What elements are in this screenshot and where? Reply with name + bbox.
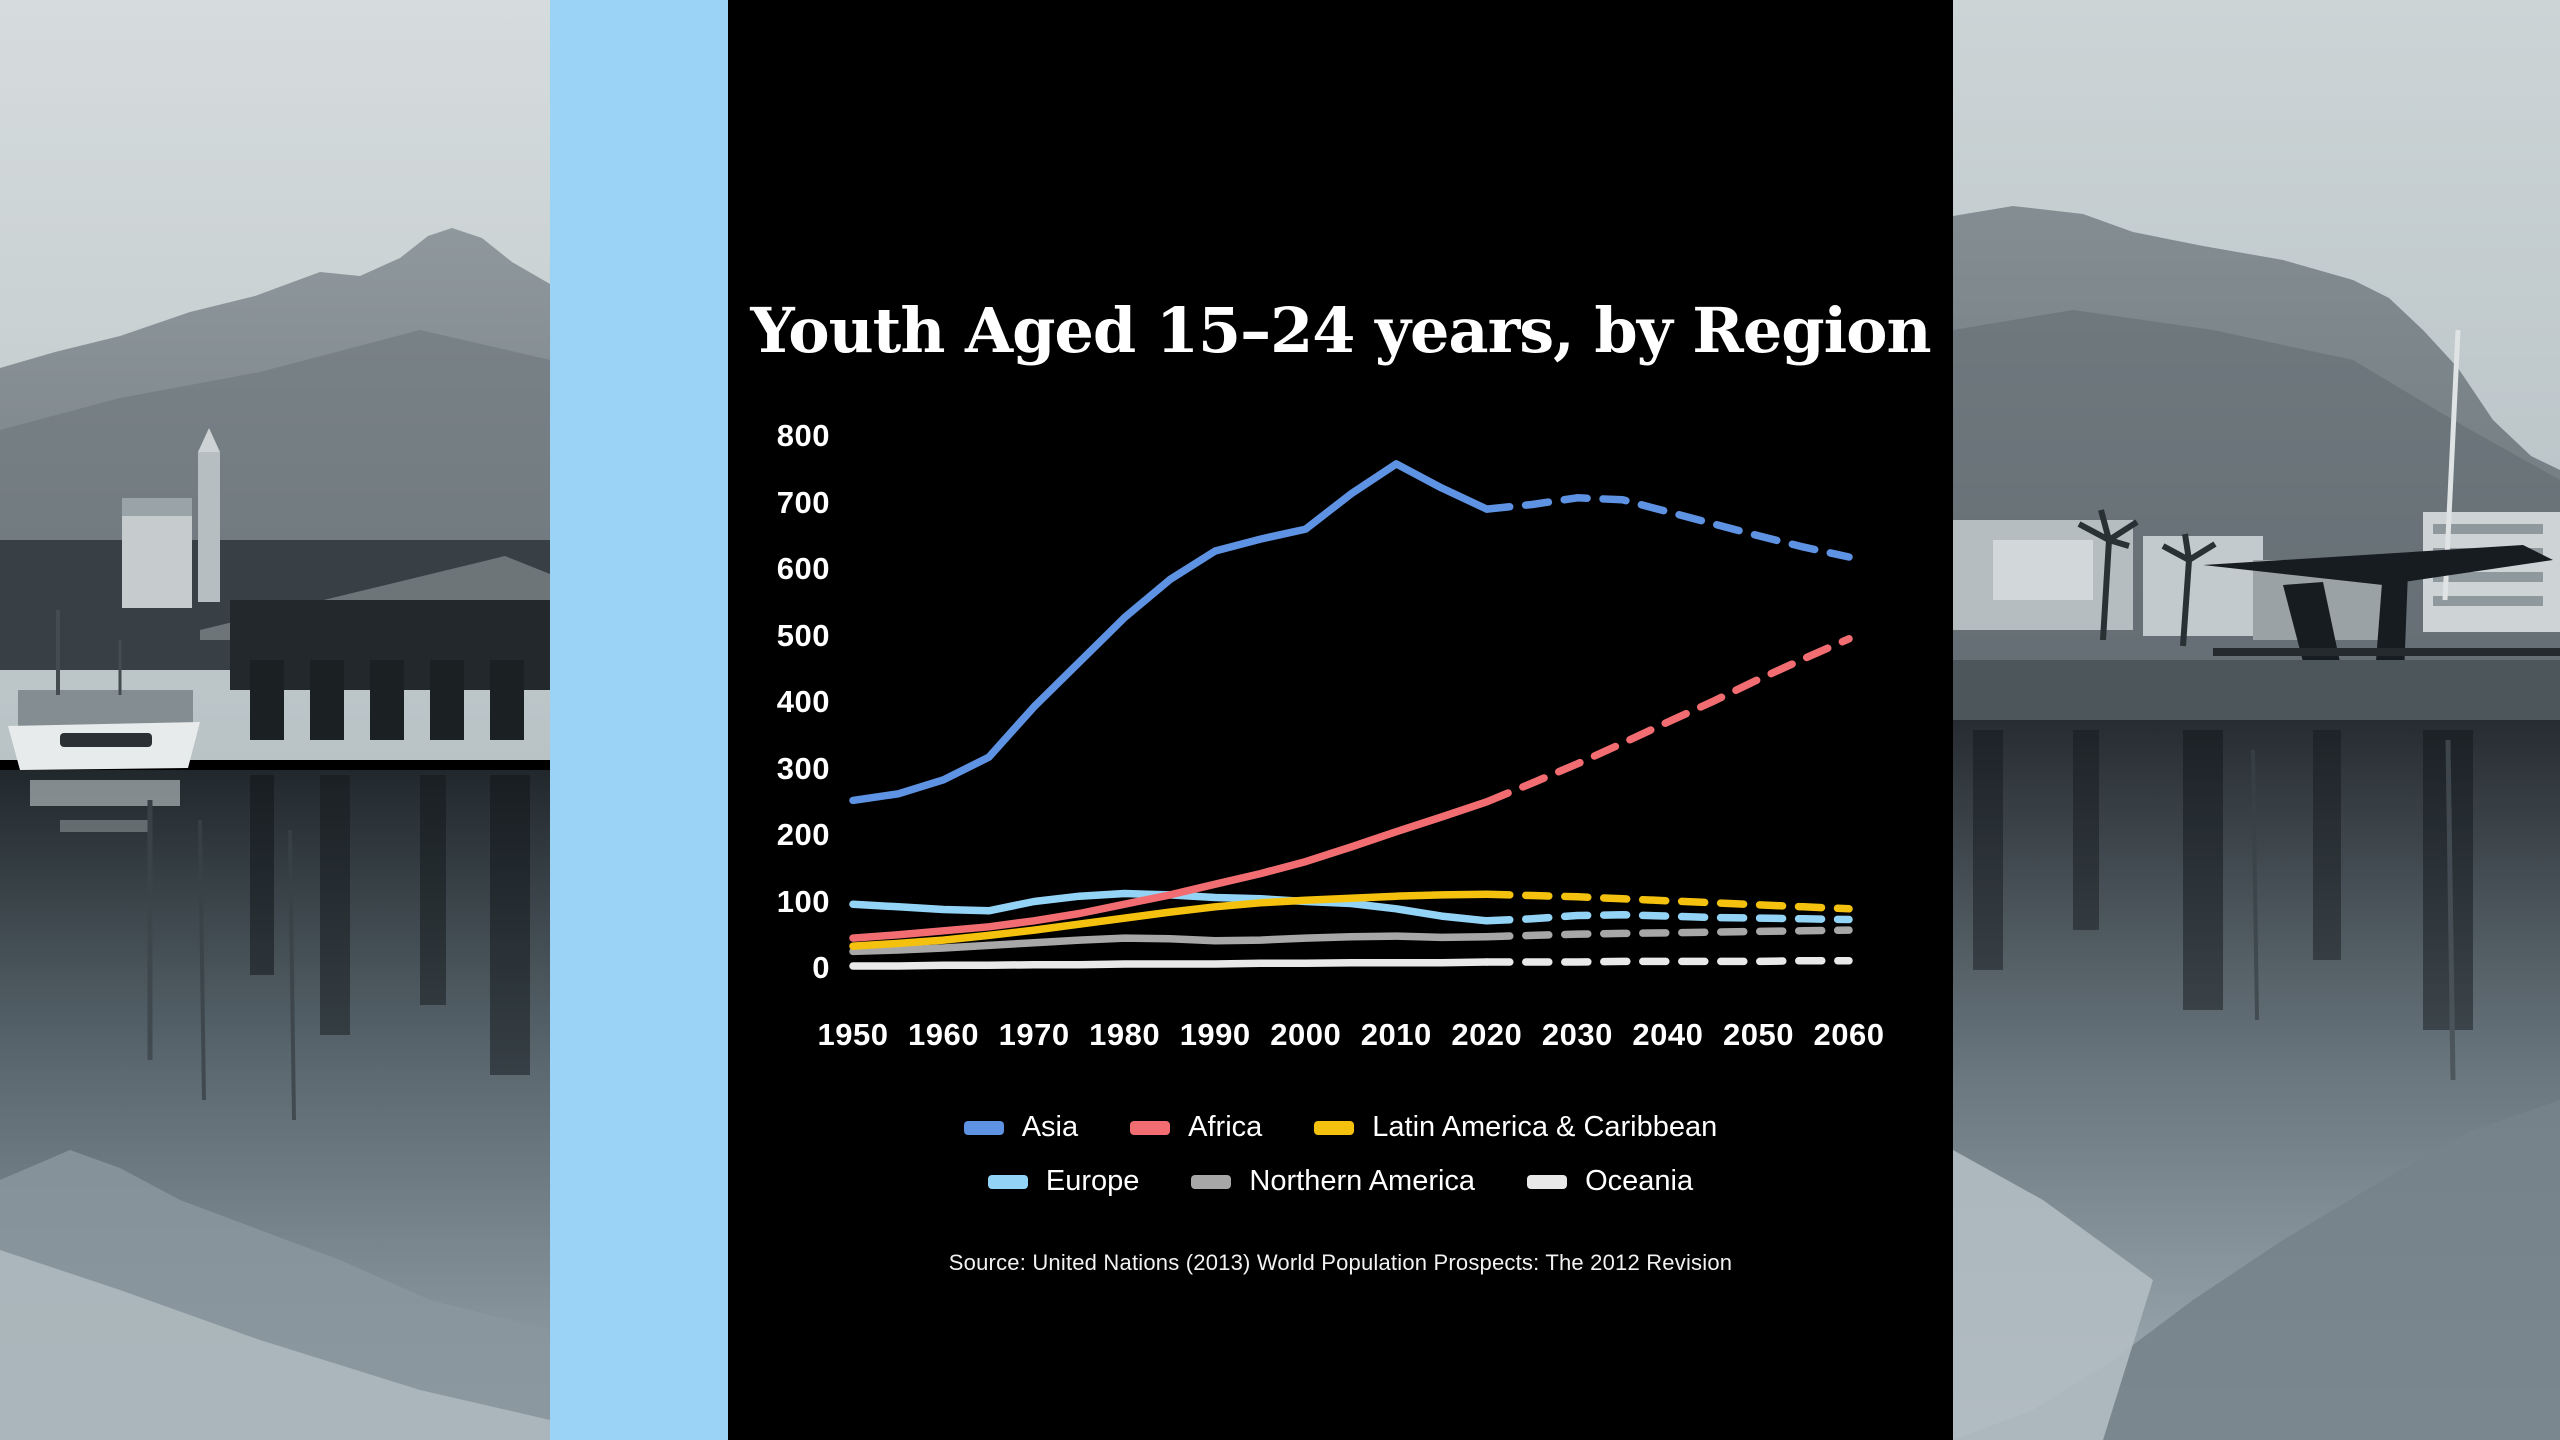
y-tick-0: 0: [812, 950, 830, 985]
left-photo-scene: [0, 0, 550, 1440]
y-tick-600: 600: [776, 551, 830, 586]
legend-item-europe: Europe: [987, 1165, 1140, 1198]
legend-swatch-asia: [963, 1120, 1004, 1135]
legend-item-northern-america: Northern America: [1191, 1165, 1475, 1198]
legend-label-northern-america: Northern America: [1249, 1165, 1476, 1197]
x-tick-2050: 2050: [1722, 1017, 1794, 1052]
x-tick-2010: 2010: [1360, 1017, 1432, 1052]
y-tick-200: 200: [776, 817, 830, 852]
legend-swatch-northern-america: [1191, 1174, 1232, 1189]
left-pier-pillars: [250, 660, 524, 740]
y-tick-700: 700: [776, 484, 830, 520]
series-line-latin-america-caribbean-projected: [1483, 890, 1853, 913]
x-tick-2060: 2060: [1813, 1017, 1885, 1052]
series-line-africa-observed: [849, 798, 1491, 942]
x-tick-2020: 2020: [1451, 1017, 1523, 1052]
series-line-latin-america-caribbean-observed: [849, 890, 1491, 950]
legend-swatch-africa: [1130, 1120, 1171, 1135]
y-tick-500: 500: [776, 617, 830, 653]
series-line-northern-america-observed: [849, 932, 1491, 956]
x-tick-1980: 1980: [1089, 1017, 1161, 1052]
right-quay-wall: [1953, 660, 2560, 720]
legend-item-latin-america-caribbean: Latin America & Caribbean: [1314, 1111, 1717, 1144]
legend-item-africa: Africa: [1130, 1111, 1262, 1144]
x-tick-1970: 1970: [998, 1017, 1070, 1052]
chart-panel: Youth Aged 15–24 years, by Region 800 700…: [728, 0, 1953, 1440]
source-attribution: Source: United Nations (2013) World Popu…: [948, 1250, 1733, 1275]
blue-divider-stripe: [550, 0, 728, 1440]
left-harbor-photo: [0, 0, 550, 1440]
series-line-africa-projected: [1483, 635, 1853, 806]
x-tick-1960: 1960: [908, 1017, 980, 1052]
y-tick-100: 100: [776, 883, 830, 919]
series-line-northern-america-projected: [1483, 926, 1853, 941]
x-tick-1950: 1950: [817, 1017, 889, 1052]
x-tick-2040: 2040: [1632, 1017, 1704, 1052]
series-line-asia-projected: [1483, 494, 1853, 561]
right-photo-scene: [1953, 0, 2560, 1440]
legend-row-1: Asia Africa Latin America & Caribbean: [728, 1111, 1953, 1144]
x-tick-2000: 2000: [1270, 1017, 1342, 1052]
left-tower-spire: [198, 428, 220, 452]
series-line-europe-projected: [1483, 911, 1853, 925]
legend-label-asia: Asia: [1021, 1111, 1079, 1143]
line-chart-plot: [849, 460, 1853, 970]
y-tick-300: 300: [776, 750, 830, 786]
legend-label-africa: Africa: [1188, 1111, 1263, 1143]
y-tick-800: 800: [776, 418, 830, 453]
y-tick-400: 400: [776, 684, 830, 719]
left-tall-building-shade: [122, 498, 192, 516]
right-palm-trees: [2077, 509, 2217, 647]
legend-item-oceania: Oceania: [1527, 1165, 1693, 1198]
x-tick-2030: 2030: [1541, 1017, 1613, 1052]
legend-label-latin-america-caribbean: Latin America & Caribbean: [1372, 1111, 1718, 1143]
left-water-reflections: [30, 775, 530, 1121]
legend-row-2: Europe Northern America Oceania: [728, 1165, 1953, 1198]
left-tower: [198, 452, 220, 602]
legend-swatch-latin-america-caribbean: [1314, 1120, 1355, 1135]
right-light-water-wedge: [1953, 1150, 2153, 1440]
left-light-water-wedge: [0, 1250, 550, 1440]
right-harbor-photo: [1953, 0, 2560, 1440]
chart-title: Youth Aged 15–24 years, by Region: [750, 294, 1931, 367]
harbor-boat: [8, 610, 200, 770]
legend-swatch-oceania: [1527, 1174, 1568, 1189]
x-tick-1990: 1990: [1179, 1017, 1251, 1052]
legend-label-europe: Europe: [1045, 1165, 1140, 1197]
right-quay-rail: [2213, 648, 2560, 656]
series-line-oceania-observed: [849, 958, 1491, 970]
legend-swatch-europe: [987, 1174, 1028, 1189]
legend-item-asia: Asia: [963, 1111, 1079, 1144]
legend-label-oceania: Oceania: [1585, 1165, 1694, 1197]
right-mountain-reflection: [1953, 1100, 2560, 1440]
series-line-asia-observed: [849, 460, 1491, 805]
right-water-reflections: [1973, 730, 2473, 1081]
series-line-oceania-projected: [1483, 956, 1853, 966]
left-tall-building: [122, 498, 192, 608]
